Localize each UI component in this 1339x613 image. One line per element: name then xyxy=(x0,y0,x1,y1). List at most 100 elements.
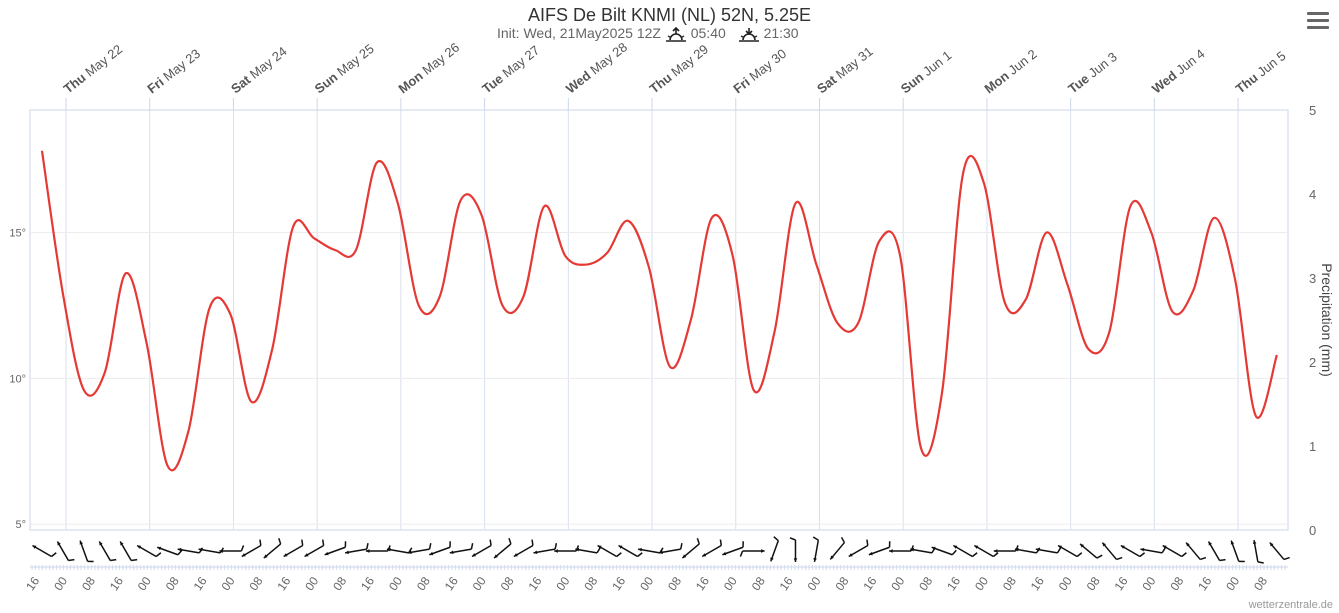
hamburger-menu-icon[interactable] xyxy=(1307,12,1329,30)
wind-barb xyxy=(953,544,978,558)
hour-label: 16 xyxy=(525,574,544,593)
wind-barb-head xyxy=(702,553,707,557)
wind-barb-head xyxy=(830,555,834,560)
wind-barb-flag xyxy=(1283,556,1290,561)
wind-barb-shaft xyxy=(1230,540,1240,562)
hour-label: 00 xyxy=(637,574,656,593)
wind-barb-flag xyxy=(554,543,558,550)
wind-barb-shaft xyxy=(1162,544,1183,558)
wind-barb-shaft xyxy=(241,544,262,558)
hour-label: 08 xyxy=(749,574,768,593)
wind-barb xyxy=(79,540,94,563)
hour-label: 16 xyxy=(1028,574,1047,593)
hour-label: 08 xyxy=(414,574,433,593)
hour-label: 16 xyxy=(693,574,712,593)
wind-barb-head xyxy=(513,553,518,557)
wind-barb xyxy=(136,544,162,558)
wind-barb-shaft xyxy=(848,544,869,558)
wind-barb xyxy=(219,545,245,553)
wind-barb xyxy=(554,545,580,553)
wind-barb-head xyxy=(1120,545,1125,549)
wind-barb-head xyxy=(597,545,602,549)
wind-barb-flag xyxy=(321,539,325,546)
hour-label: 00 xyxy=(51,574,70,593)
wind-barb-head xyxy=(177,547,182,552)
temperature-line xyxy=(40,150,1278,472)
wind-barb-flag xyxy=(679,543,683,550)
sunset-icon xyxy=(738,27,760,43)
wind-barb xyxy=(868,541,891,556)
wind-barb xyxy=(739,549,765,557)
hour-tick-strip xyxy=(30,565,1288,570)
wind-barb-flag xyxy=(812,536,819,541)
wind-barb xyxy=(1101,542,1123,561)
chart-subtitle: Init: Wed, 21May2025 12Z 05:40 21:30 xyxy=(497,25,799,43)
wind-barb-flag xyxy=(1116,556,1123,561)
hour-label: 16 xyxy=(1195,574,1214,593)
wind-barb-head xyxy=(889,549,893,553)
hour-label: 16 xyxy=(944,574,963,593)
wind-barb xyxy=(993,545,1019,553)
wind-barb xyxy=(449,543,474,555)
day-label: Fri May 30 xyxy=(730,46,789,97)
y-right-tick-label: 4 xyxy=(1309,187,1316,202)
wind-barb-flag xyxy=(696,537,700,545)
wind-barb-shaft xyxy=(575,548,598,554)
wind-barb-shaft xyxy=(386,548,409,554)
wind-barb-head xyxy=(429,551,434,556)
wind-barb-head xyxy=(283,553,288,557)
wind-barb-flag xyxy=(773,536,779,542)
wind-barb-head xyxy=(575,547,580,552)
day-label: Thu May 29 xyxy=(647,41,711,96)
wind-barb-shaft xyxy=(1269,542,1285,560)
wind-barb xyxy=(533,543,558,555)
wind-barb-flag xyxy=(971,552,978,558)
wind-barb-shaft xyxy=(829,542,845,560)
wind-barb xyxy=(304,539,325,558)
day-label: Sun May 25 xyxy=(312,41,377,96)
hour-label: 08 xyxy=(581,574,600,593)
wind-barb-shaft xyxy=(471,544,492,558)
wind-barb xyxy=(56,541,75,562)
credit-text[interactable]: wetterzentrale.de xyxy=(1248,599,1333,611)
wind-barb xyxy=(829,536,846,560)
day-label: Thu Jun 5 xyxy=(1233,48,1289,96)
wind-barb-shaft xyxy=(1035,548,1058,554)
wind-barb-shaft xyxy=(701,544,722,558)
gridlines xyxy=(30,98,1288,530)
wind-barb xyxy=(429,541,451,556)
hour-label: 08 xyxy=(916,574,935,593)
wind-barb xyxy=(198,547,225,554)
wind-barb-head xyxy=(99,541,103,546)
wind-barb-flag xyxy=(840,536,846,543)
hour-label: 00 xyxy=(805,574,824,593)
wind-barb-shaft xyxy=(681,543,700,559)
wind-barb-shaft xyxy=(1079,543,1098,559)
wind-barb-head xyxy=(848,553,853,557)
wind-barb-head xyxy=(682,554,687,559)
wind-barb xyxy=(1185,542,1207,561)
hour-label: 16 xyxy=(107,574,126,593)
hour-label: 08 xyxy=(246,574,265,593)
wind-barb-shaft xyxy=(813,540,820,562)
wind-barb-head xyxy=(365,549,370,553)
wind-barb-shaft xyxy=(344,548,367,554)
hour-label: 16 xyxy=(23,574,42,593)
wind-barb-head xyxy=(533,550,538,555)
wind-barb-shaft xyxy=(658,548,681,554)
wind-barb-head xyxy=(120,541,124,546)
hour-label: 08 xyxy=(832,574,851,593)
wind-barb-shaft xyxy=(324,546,346,556)
hour-label: 16 xyxy=(358,574,377,593)
wind-barb-shaft xyxy=(449,548,472,554)
y-right-tick-label: 3 xyxy=(1309,271,1316,286)
wind-barb-shaft xyxy=(597,544,618,558)
wind-barb-head xyxy=(1162,545,1167,549)
wind-barb-head xyxy=(79,540,84,545)
wind-barb-shaft xyxy=(177,548,200,554)
wind-barb xyxy=(156,546,183,556)
wind-barb-shaft xyxy=(119,541,132,561)
wind-barb-shaft xyxy=(513,544,534,558)
wind-barb-head xyxy=(324,551,329,556)
wind-barb xyxy=(658,543,683,555)
